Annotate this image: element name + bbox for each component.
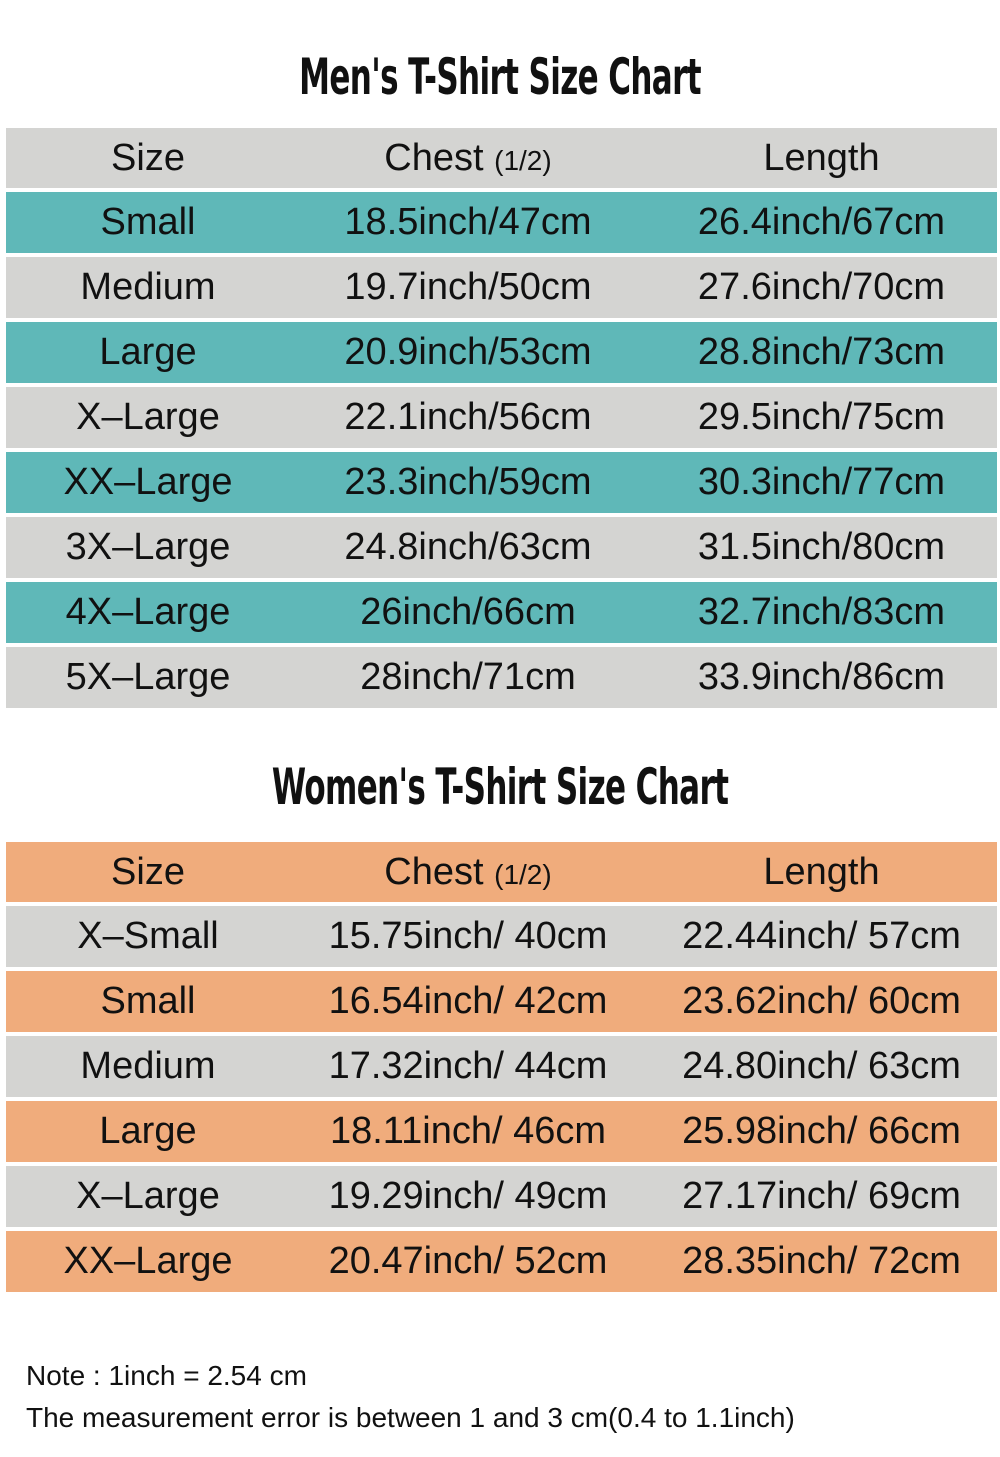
header-size: Size xyxy=(111,136,185,179)
cell-chest: 20.47inch/ 52cm xyxy=(328,1240,608,1282)
cell-length: 27.6inch/70cm xyxy=(697,266,946,308)
header-chest-note: (1/2) xyxy=(494,858,552,890)
cell-length: 32.7inch/83cm xyxy=(697,591,946,633)
cell-chest: 19.29inch/ 49cm xyxy=(328,1175,608,1217)
mens-chart-title: Men's T-Shirt Size Chart xyxy=(299,48,701,106)
cell-length: 28.35inch/ 72cm xyxy=(682,1240,961,1282)
cell-size: Medium xyxy=(80,266,216,308)
cell-size: Medium xyxy=(80,1045,216,1087)
cell-chest: 20.9inch/53cm xyxy=(344,331,592,373)
cell-size: Large xyxy=(99,1110,197,1152)
cell-chest: 17.32inch/ 44cm xyxy=(328,1045,608,1087)
cell-size: 3X–Large xyxy=(65,526,231,568)
cell-size: X–Large xyxy=(76,396,220,438)
cell-length: 22.44inch/ 57cm xyxy=(682,915,961,957)
note-conversion: Note : 1inch = 2.54 cm xyxy=(26,1360,307,1391)
cell-size: Small xyxy=(100,980,196,1022)
header-length: Length xyxy=(763,136,880,179)
table-row: 5X–Large 28inch/71cm 33.9inch/86cm xyxy=(6,647,997,708)
header-chest: Chest (1/2) xyxy=(384,136,552,179)
cell-length: 26.4inch/67cm xyxy=(697,201,946,243)
cell-size: 5X–Large xyxy=(65,656,231,698)
table-row: Medium 17.32inch/ 44cm 24.80inch/ 63cm xyxy=(6,1036,997,1097)
cell-length: 23.62inch/ 60cm xyxy=(682,980,961,1022)
table-row: Small 18.5inch/47cm 26.4inch/67cm xyxy=(6,192,997,253)
table-row: XX–Large 20.47inch/ 52cm 28.35inch/ 72cm xyxy=(6,1231,997,1292)
header-chest-note: (1/2) xyxy=(494,144,552,176)
cell-size: 4X–Large xyxy=(65,591,231,633)
cell-chest: 28inch/71cm xyxy=(360,656,576,698)
cell-length: 29.5inch/75cm xyxy=(697,396,946,438)
cell-size: X–Small xyxy=(77,915,219,957)
table-row: X–Large 19.29inch/ 49cm 27.17inch/ 69cm xyxy=(6,1166,997,1227)
cell-length: 25.98inch/ 66cm xyxy=(682,1110,961,1152)
header-chest: Chest (1/2) xyxy=(384,850,552,893)
cell-chest: 15.75inch/ 40cm xyxy=(328,915,608,957)
cell-size: Large xyxy=(99,331,197,373)
womens-chart-title: Women's T-Shirt Size Chart xyxy=(271,758,729,816)
cell-chest: 26inch/66cm xyxy=(360,591,576,633)
cell-length: 31.5inch/80cm xyxy=(697,526,946,568)
table-row: Medium 19.7inch/50cm 27.6inch/70cm xyxy=(6,257,997,318)
cell-size: X–Large xyxy=(76,1175,220,1217)
header-row: Size Chest (1/2) Length xyxy=(6,128,997,188)
cell-length: 24.80inch/ 63cm xyxy=(682,1045,961,1087)
cell-chest: 22.1inch/56cm xyxy=(344,396,592,438)
cell-chest: 16.54inch/ 42cm xyxy=(328,980,608,1022)
table-row: 4X–Large 26inch/66cm 32.7inch/83cm xyxy=(6,582,997,643)
cell-chest: 23.3inch/59cm xyxy=(344,461,592,503)
table-row: Large 20.9inch/53cm 28.8inch/73cm xyxy=(6,322,997,383)
table-row: Large 18.11inch/ 46cm 25.98inch/ 66cm xyxy=(6,1101,997,1162)
table-row: Small 16.54inch/ 42cm 23.62inch/ 60cm xyxy=(6,971,997,1032)
cell-chest: 18.11inch/ 46cm xyxy=(329,1110,607,1152)
header-size: Size xyxy=(111,850,185,893)
table-row: 3X–Large 24.8inch/63cm 31.5inch/80cm xyxy=(6,517,997,578)
table-row: X–Large 22.1inch/56cm 29.5inch/75cm xyxy=(6,387,997,448)
cell-length: 30.3inch/77cm xyxy=(697,461,946,503)
cell-chest: 24.8inch/63cm xyxy=(344,526,592,568)
note-measurement-error: The measurement error is between 1 and 3… xyxy=(26,1402,795,1433)
cell-size: XX–Large xyxy=(63,1240,233,1282)
cell-chest: 18.5inch/47cm xyxy=(344,201,592,243)
cell-length: 27.17inch/ 69cm xyxy=(682,1175,961,1217)
cell-size: XX–Large xyxy=(63,461,233,503)
cell-chest: 19.7inch/50cm xyxy=(344,266,592,308)
cell-length: 33.9inch/86cm xyxy=(697,656,946,698)
table-row: X–Small 15.75inch/ 40cm 22.44inch/ 57cm xyxy=(6,906,997,967)
header-length: Length xyxy=(763,850,880,893)
header-row: Size Chest (1/2) Length xyxy=(6,842,997,902)
cell-size: Small xyxy=(100,201,196,243)
table-row: XX–Large 23.3inch/59cm 30.3inch/77cm xyxy=(6,452,997,513)
cell-length: 28.8inch/73cm xyxy=(697,331,946,373)
